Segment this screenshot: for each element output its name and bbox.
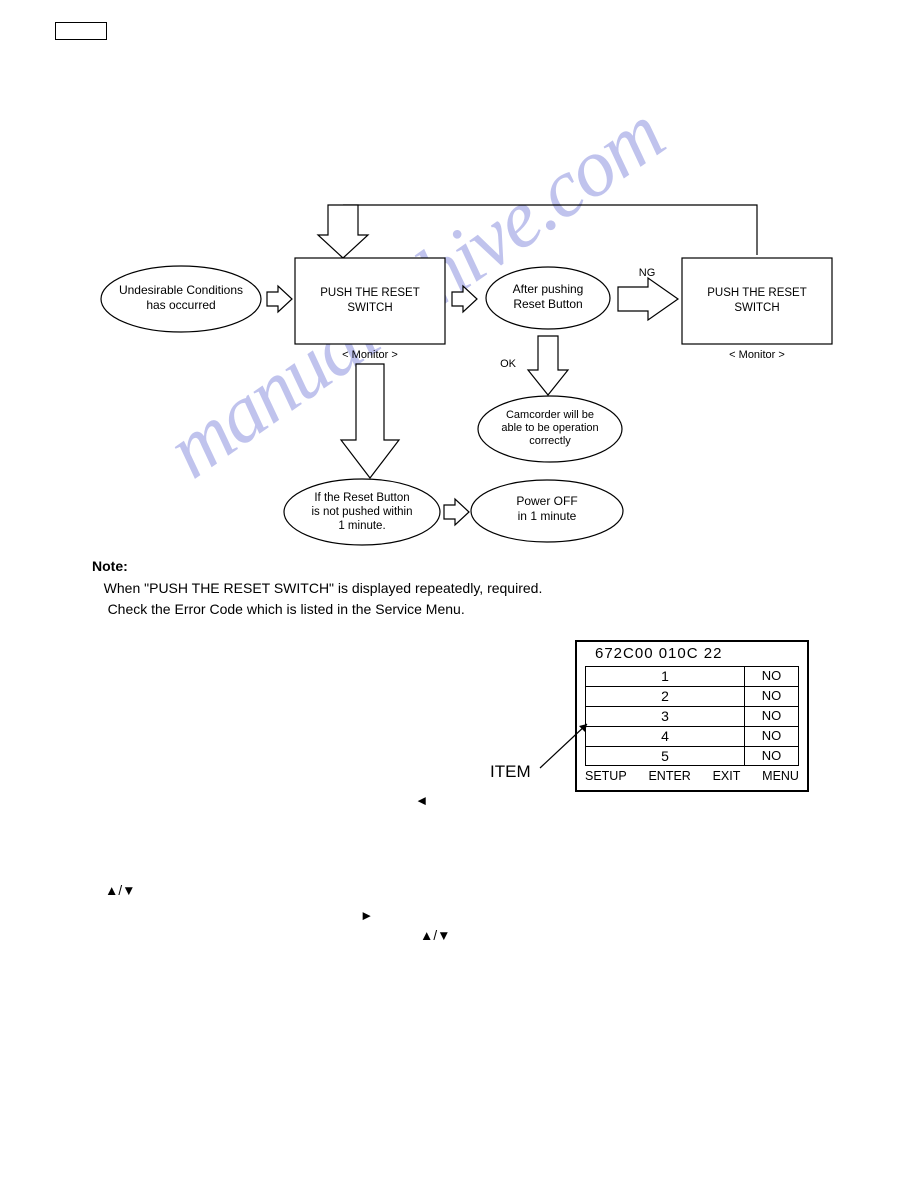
node-camcorder-ok: Camcorder will be able to be operation c… bbox=[478, 396, 622, 462]
tri-updown-icon: ▲/▼ bbox=[420, 925, 450, 947]
node-caption: < Monitor > bbox=[729, 349, 785, 361]
menu-row: 2 NO bbox=[585, 686, 799, 706]
menu-cell-num: 1 bbox=[585, 666, 745, 686]
note-label: Note: bbox=[92, 558, 128, 574]
node-text: SWITCH bbox=[734, 302, 779, 314]
menu-row: 4 NO bbox=[585, 726, 799, 746]
tri-right-icon: ► bbox=[360, 905, 373, 927]
edge-label-ok: OK bbox=[500, 358, 517, 370]
node-text: After pushing bbox=[513, 282, 584, 296]
note-block: Note: When "PUSH THE RESET SWITCH" is di… bbox=[92, 556, 852, 621]
node-text: Reset Button bbox=[513, 297, 582, 311]
node-not-pushed: If the Reset Button is not pushed within… bbox=[284, 479, 440, 545]
item-arrow bbox=[535, 718, 595, 773]
node-text: PUSH THE RESET bbox=[707, 287, 806, 299]
node-push-reset-1: PUSH THE RESET SWITCH < Monitor > bbox=[295, 258, 445, 361]
node-text: SWITCH bbox=[347, 302, 392, 314]
tri-left-icon: ◄ bbox=[415, 790, 428, 812]
menu-cell-val: NO bbox=[745, 746, 799, 766]
menu-cell-num: 2 bbox=[585, 686, 745, 706]
menu-footer: SETUP ENTER EXIT MENU bbox=[577, 766, 807, 783]
edge-n3-n5: OK bbox=[500, 336, 568, 395]
node-after-push: After pushing Reset Button bbox=[486, 267, 610, 329]
menu-footer-item: EXIT bbox=[713, 769, 741, 783]
flowchart: Undesirable Conditions has occurred PUSH… bbox=[90, 190, 860, 570]
menu-cell-num: 3 bbox=[585, 706, 745, 726]
note-line1: When "PUSH THE RESET SWITCH" is displaye… bbox=[104, 580, 543, 596]
edge-n2-n3 bbox=[452, 286, 477, 312]
node-text: correctly bbox=[529, 435, 571, 447]
note-line2: Check the Error Code which is listed in … bbox=[108, 601, 465, 617]
menu-cell-num: 5 bbox=[585, 746, 745, 766]
edge-n2-n6 bbox=[341, 364, 399, 478]
menu-cell-val: NO bbox=[745, 686, 799, 706]
menu-header: 672C00 010C 22 bbox=[577, 642, 807, 666]
menu-footer-item: ENTER bbox=[648, 769, 690, 783]
page: manualsi.hive.com Undesirable Conditions… bbox=[0, 0, 918, 1188]
menu-row: 1 NO bbox=[585, 666, 799, 686]
node-text: has occurred bbox=[146, 298, 215, 312]
node-undesirable: Undesirable Conditions has occurred bbox=[101, 266, 261, 332]
node-push-reset-2: PUSH THE RESET SWITCH < Monitor > bbox=[682, 258, 832, 361]
edge-n1-n2 bbox=[267, 286, 292, 312]
node-text: in 1 minute bbox=[518, 509, 577, 523]
menu-cell-val: NO bbox=[745, 726, 799, 746]
node-text: PUSH THE RESET bbox=[320, 287, 419, 299]
edge-label-ng: NG bbox=[639, 267, 656, 279]
node-text: is not pushed within bbox=[311, 506, 412, 518]
node-power-off: Power OFF in 1 minute bbox=[471, 480, 623, 542]
menu-row: 5 NO bbox=[585, 746, 799, 766]
menu-footer-item: MENU bbox=[762, 769, 799, 783]
menu-cell-val: NO bbox=[745, 706, 799, 726]
item-label: ITEM bbox=[490, 762, 531, 782]
edge-n3-n4: NG bbox=[618, 267, 678, 320]
edge-feedback bbox=[343, 205, 757, 255]
node-text: Camcorder will be bbox=[506, 409, 594, 421]
node-caption: < Monitor > bbox=[342, 349, 398, 361]
menu-row: 3 NO bbox=[585, 706, 799, 726]
edge-n6-n7 bbox=[444, 499, 469, 525]
menu-rows: 1 NO 2 NO 3 NO 4 NO 5 NO bbox=[577, 666, 807, 766]
edge-feedback-arrowhead bbox=[318, 205, 368, 258]
node-text: able to be operation bbox=[501, 422, 598, 434]
menu-cell-val: NO bbox=[745, 666, 799, 686]
node-text: Power OFF bbox=[516, 494, 577, 508]
menu-cell-num: 4 bbox=[585, 726, 745, 746]
top-box bbox=[55, 22, 107, 40]
menu-screen: 672C00 010C 22 1 NO 2 NO 3 NO 4 NO 5 NO bbox=[575, 640, 809, 792]
tri-updown-icon: ▲/▼ bbox=[105, 880, 135, 902]
node-text: Undesirable Conditions bbox=[119, 283, 243, 297]
node-text: 1 minute. bbox=[338, 520, 385, 532]
node-text: If the Reset Button bbox=[314, 492, 409, 504]
